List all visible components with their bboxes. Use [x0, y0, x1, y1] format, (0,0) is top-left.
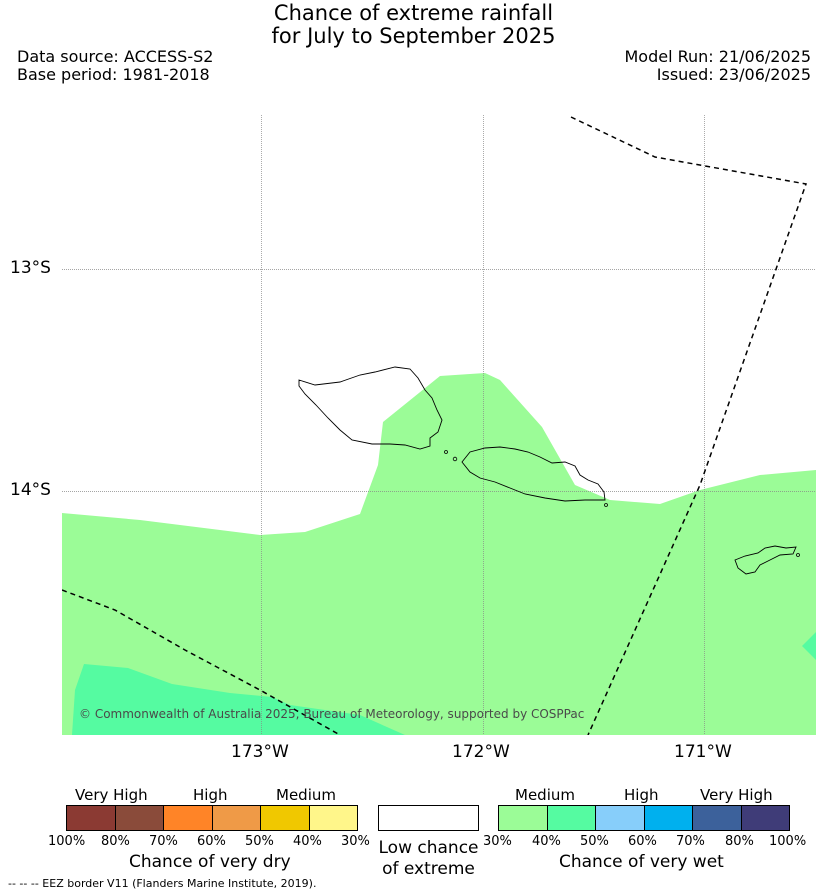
wet-medium-high-region: [72, 664, 405, 735]
wet-tick-30: 30%: [483, 834, 512, 849]
eez-border-southwest: [62, 589, 341, 735]
wet-category-medium: Medium: [515, 786, 575, 804]
wet-tick-40: 40%: [532, 834, 561, 849]
lat-label-13s: 13°S: [10, 258, 51, 278]
wet-category-very-high: Very High: [700, 786, 773, 804]
small-island: [452, 456, 458, 462]
lon-label-172w: 172°W: [452, 742, 510, 762]
dry-swatch-2: [163, 805, 213, 831]
dry-swatch-0: [66, 805, 116, 831]
dry-tick-50: 50%: [245, 834, 274, 849]
wet-tick-100: 100%: [769, 834, 807, 849]
dry-swatch-5: [308, 805, 358, 831]
wet-tick-70: 70%: [676, 834, 705, 849]
dry-swatch-1: [114, 805, 164, 831]
dry-scale-caption: Chance of very dry: [129, 852, 291, 872]
dry-swatch-4: [260, 805, 310, 831]
dry-tick-60: 60%: [197, 834, 226, 849]
wet-swatch-4: [692, 805, 742, 831]
low-chance-swatch: [378, 805, 479, 831]
dry-tick-40: 40%: [293, 834, 322, 849]
dry-tick-80: 80%: [101, 834, 130, 849]
lon-label-171w: 171°W: [674, 742, 732, 762]
wet-tick-50: 50%: [580, 834, 609, 849]
dry-category-very-high: Very High: [75, 786, 148, 804]
upolu-island-outline: [461, 446, 606, 502]
savaii-island-outline: [298, 366, 443, 450]
small-island: [604, 503, 608, 507]
wet-swatch-3: [643, 805, 693, 831]
chart-title-line2: for July to September 2025: [271, 24, 556, 48]
wet-swatch-1: [546, 805, 596, 831]
eez-footnote: -- -- -- EEZ border V11 (Flanders Marine…: [8, 877, 317, 890]
wet-category-high: High: [624, 786, 659, 804]
small-island: [796, 553, 800, 557]
dry-category-medium: Medium: [276, 786, 336, 804]
wet-tick-60: 60%: [628, 834, 657, 849]
low-chance-caption: Low chance of extreme: [378, 838, 479, 880]
source-info: Data source: ACCESS-S2 Base period: 1981…: [17, 48, 213, 84]
small-island: [444, 450, 448, 454]
low-chance-caption-line2: of extreme: [382, 859, 475, 879]
data-source-text: Data source: ACCESS-S2: [17, 47, 214, 66]
wet-swatch-2: [595, 805, 645, 831]
copyright-notice: © Commonwealth of Australia 2025, Bureau…: [79, 707, 585, 721]
rainfall-map: [62, 115, 816, 735]
issued-text: Issued: 23/06/2025: [656, 65, 811, 84]
dry-category-high: High: [193, 786, 228, 804]
dry-tick-100: 100%: [48, 834, 86, 849]
wet-tick-80: 80%: [725, 834, 754, 849]
run-info: Model Run: 21/06/2025 Issued: 23/06/2025: [625, 48, 812, 84]
chart-title: Chance of extreme rainfall for July to S…: [0, 2, 827, 48]
model-run-text: Model Run: 21/06/2025: [624, 47, 812, 66]
chart-title-line1: Chance of extreme rainfall: [273, 1, 554, 25]
wet-swatch-5: [740, 805, 790, 831]
dry-tick-30: 30%: [341, 834, 370, 849]
lat-label-14s: 14°S: [10, 480, 51, 500]
dry-swatch-3: [211, 805, 261, 831]
tutuila-island-outline: [734, 545, 797, 575]
wet-scale-caption: Chance of very wet: [559, 852, 724, 872]
lon-label-173w: 173°W: [231, 742, 289, 762]
wet-medium-high-patch: [802, 632, 816, 660]
eez-border-north: [570, 116, 808, 735]
wet-swatch-0: [498, 805, 548, 831]
low-chance-caption-line1: Low chance: [378, 838, 479, 858]
wet-medium-region: [62, 373, 816, 735]
base-period-text: Base period: 1981-2018: [17, 65, 210, 84]
dry-tick-70: 70%: [149, 834, 178, 849]
